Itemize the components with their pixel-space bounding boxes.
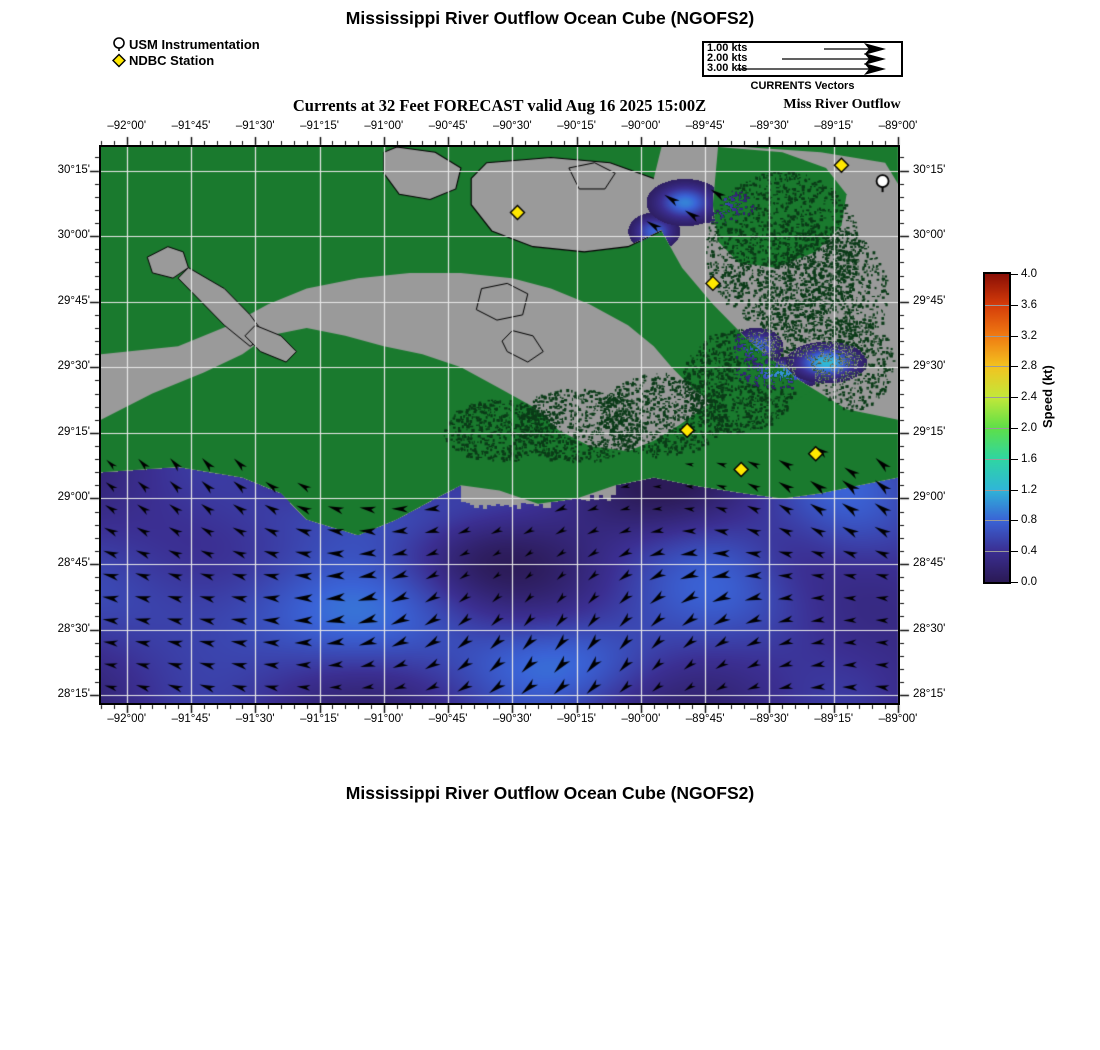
colorbar-tick-label: 0.0	[1021, 576, 1037, 588]
vector-scale-legend: 1.00 kts 2.00 kts 3.00 kts	[702, 41, 903, 77]
legend-label-usm: USM Instrumentation	[129, 37, 260, 52]
lon-tick-label-top: –91°45'	[171, 120, 211, 132]
lat-tick-label-right: 29°00'	[913, 491, 946, 504]
colorbar-tick-label: 1.2	[1021, 483, 1037, 496]
colorbar-tick	[1011, 489, 1018, 491]
colorbar-band-separator	[985, 520, 1009, 522]
lat-tick-label-left: 28°15'	[57, 688, 90, 701]
colorbar-tick-label: 0.8	[1021, 514, 1037, 527]
map-plot-area[interactable]	[99, 145, 900, 705]
lat-tick-label-left: 29°00'	[57, 491, 90, 504]
colorbar-band-separator	[985, 304, 1009, 306]
station-legend: USM Instrumentation NDBC Station	[110, 37, 260, 69]
lat-tick-label-right: 28°30'	[913, 622, 946, 635]
colorbar-tick-label: 2.4	[1021, 391, 1037, 404]
lon-tick-label-top: –91°00'	[364, 120, 404, 132]
legend-item-usm: USM Instrumentation	[110, 37, 260, 52]
lon-tick-label-bottom: –89°30'	[750, 713, 789, 725]
colorbar-tick-label: 4.0	[1021, 268, 1037, 280]
lon-tick-label-bottom: –91°30'	[235, 713, 275, 725]
colorbar-tick-label: 0.4	[1021, 545, 1037, 558]
lon-tick-label-top: –90°30'	[492, 120, 532, 132]
colorbar-tick	[1011, 304, 1018, 306]
map-raster	[101, 147, 898, 703]
lon-tick-label-top: –90°15'	[557, 120, 597, 132]
colorbar-tick	[1011, 551, 1018, 553]
lon-tick-label-bottom: –91°00'	[364, 713, 404, 725]
colorbar-tick	[1011, 520, 1018, 522]
lon-tick-label-top: –89°45'	[685, 120, 725, 132]
colorbar-tick	[1011, 428, 1018, 429]
legend-item-ndbc: NDBC Station	[110, 53, 260, 68]
colorbar-band-separator	[985, 551, 1009, 553]
footer-title: Mississippi River Outflow Ocean Cube (NG…	[345, 783, 755, 803]
speed-colorbar: 4.0 3.6 3.2 2.8 2.4 2.0 1.6 1.2 0.8 0.4 0.0	[983, 268, 1037, 588]
lon-tick-label-top: –90°45'	[428, 120, 468, 132]
lon-tick-label-bottom: –89°45'	[685, 713, 725, 725]
colorbar-tick	[1011, 274, 1018, 275]
lat-tick-label-left: 28°30'	[57, 622, 90, 635]
vector-scale-label-3: 3.00 kts	[707, 62, 748, 74]
lon-tick-label-bottom: –91°15'	[300, 713, 339, 725]
lat-tick-label-left: 30°00'	[57, 229, 90, 242]
lon-tick-label-bottom: –90°15'	[557, 713, 597, 725]
colorbar-tick	[1011, 335, 1018, 337]
colorbar-band-separator	[985, 489, 1009, 491]
colorbar-tick-label: 2.8	[1021, 360, 1037, 373]
lat-tick-label-left: 30°15'	[57, 163, 90, 176]
lat-tick-label-right: 30°00'	[913, 229, 946, 242]
colorbar-tick	[1011, 458, 1018, 460]
lon-tick-label-top: –89°30'	[750, 120, 789, 132]
colorbar-tick-label: 3.2	[1021, 329, 1037, 342]
colorbar-tick-label: 2.0	[1021, 422, 1037, 434]
lon-tick-label-bottom: –91°45'	[171, 713, 211, 725]
lat-tick-label-right: 28°15'	[913, 688, 946, 701]
lon-tick-label-top: –90°00'	[621, 120, 661, 132]
colorbar-band-separator	[985, 397, 1009, 399]
colorbar-title: Speed (kt)	[1040, 365, 1055, 428]
lon-tick-label-bottom: –89°15'	[814, 713, 854, 725]
colorbar-tick-label: 3.6	[1021, 298, 1037, 311]
colorbar-band-separator	[985, 428, 1009, 429]
colorbar-band-separator	[985, 366, 1009, 368]
lon-tick-label-bottom: –89°00'	[878, 713, 918, 725]
lat-tick-label-left: 29°30'	[57, 360, 90, 373]
colorbar-band-separator	[985, 458, 1009, 460]
ndbc-diamond-icon	[110, 53, 128, 68]
lon-tick-label-top: –92°00'	[107, 120, 147, 132]
lat-tick-label-right: 28°45'	[913, 557, 946, 569]
colorbar-tick	[1011, 397, 1018, 399]
lon-tick-label-top: –91°15'	[300, 120, 339, 132]
colorbar-band-separator	[985, 335, 1009, 337]
lat-tick-label-left: 29°45'	[57, 294, 90, 307]
lon-tick-label-bottom: –90°00'	[621, 713, 661, 725]
region-label: Miss River Outflow	[783, 97, 901, 112]
lon-tick-label-bottom: –92°00'	[107, 713, 147, 725]
colorbar-tick-label: 1.6	[1021, 452, 1037, 465]
lat-tick-label-right: 29°15'	[913, 425, 946, 438]
lon-tick-label-top: –89°00'	[878, 120, 918, 132]
lat-tick-label-right: 29°30'	[913, 360, 946, 373]
vector-legend-caption: CURRENTS Vectors	[750, 80, 855, 92]
colorbar-tick	[1011, 366, 1018, 368]
legend-label-ndbc: NDBC Station	[129, 53, 215, 68]
lat-tick-label-left: 28°45'	[57, 557, 90, 569]
page-title: Mississippi River Outflow Ocean Cube (NG…	[345, 8, 755, 28]
lon-tick-label-top: –89°15'	[814, 120, 854, 132]
lat-tick-label-right: 30°15'	[913, 163, 946, 176]
colorbar-tick	[1011, 582, 1018, 583]
lat-tick-label-right: 29°45'	[913, 294, 946, 307]
lat-tick-label-left: 29°15'	[57, 425, 90, 438]
lon-tick-label-bottom: –90°30'	[492, 713, 532, 725]
lon-tick-label-top: –91°30'	[235, 120, 275, 132]
lon-tick-label-bottom: –90°45'	[428, 713, 468, 725]
usm-circle-icon	[110, 37, 128, 52]
